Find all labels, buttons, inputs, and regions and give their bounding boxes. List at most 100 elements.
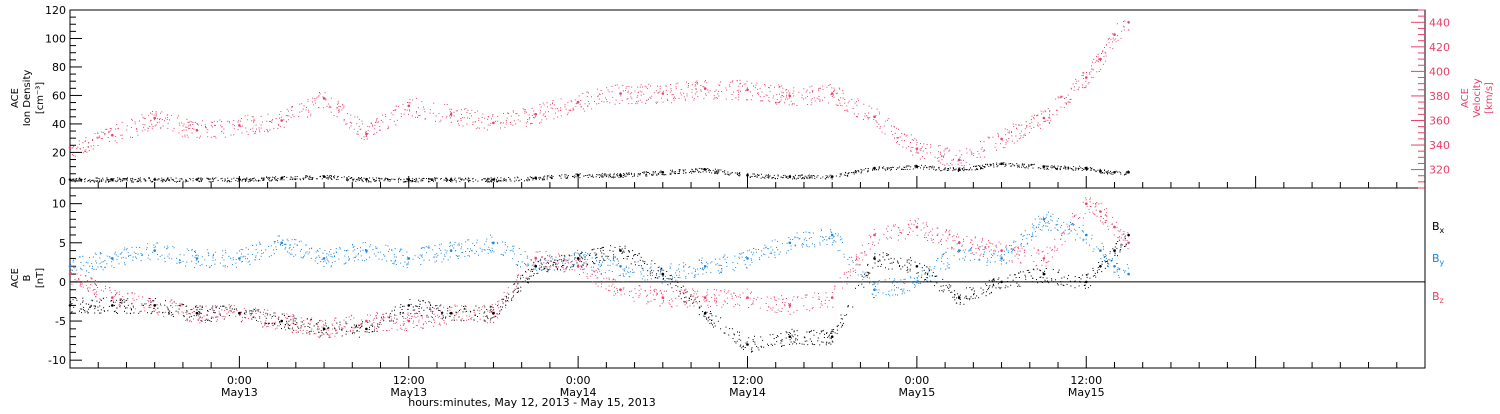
data-dot	[234, 305, 235, 306]
data-dot	[540, 104, 541, 105]
data-dot	[115, 136, 116, 137]
data-dot	[374, 125, 375, 126]
data-dot	[1112, 172, 1113, 173]
data-dot	[1071, 224, 1072, 225]
data-dot	[382, 115, 383, 116]
data-dot	[586, 261, 587, 262]
data-dot	[929, 266, 930, 267]
data-dot	[429, 178, 430, 179]
data-dot	[338, 110, 339, 111]
data-dot	[857, 98, 858, 99]
data-dot	[422, 178, 423, 179]
data-dot	[838, 250, 839, 251]
data-dot	[412, 178, 413, 179]
top-y2tick-label: 380	[1429, 90, 1450, 103]
data-dot	[825, 300, 826, 301]
data-dot	[995, 251, 996, 252]
data-dot	[105, 180, 106, 181]
data-dot	[142, 254, 143, 255]
data-dot	[356, 179, 357, 180]
data-dot	[1026, 121, 1027, 122]
data-dot	[807, 104, 808, 105]
data-dot	[366, 252, 367, 253]
data-dot	[673, 98, 674, 99]
data-dot	[481, 309, 482, 310]
data-dot	[1060, 96, 1061, 97]
data-dot	[308, 178, 309, 179]
data-dot	[535, 260, 536, 261]
data-dot	[606, 99, 607, 100]
data-dot	[1062, 244, 1063, 245]
data-dot	[727, 257, 728, 258]
data-dot	[679, 271, 680, 272]
data-dot	[111, 266, 112, 267]
data-dot	[477, 181, 478, 182]
data-dot	[772, 178, 773, 179]
data-dot	[1065, 167, 1066, 168]
data-dot	[671, 88, 672, 89]
data-dot	[119, 304, 120, 305]
data-dot	[696, 169, 697, 170]
data-dot	[820, 244, 821, 245]
data-dot	[714, 173, 715, 174]
data-dot	[693, 268, 694, 269]
data-dot	[844, 254, 845, 255]
data-dot	[976, 166, 977, 167]
data-dot	[173, 130, 174, 131]
data-dot	[492, 250, 493, 251]
data-dot	[284, 176, 285, 177]
data-dot	[318, 251, 319, 252]
data-dot	[236, 178, 237, 179]
data-dot	[574, 175, 575, 176]
data-dot	[671, 263, 672, 264]
data-dot	[225, 178, 226, 179]
data-dot	[637, 87, 638, 88]
data-dot	[242, 249, 243, 250]
data-dot	[814, 244, 815, 245]
data-dot	[750, 91, 751, 92]
data-dot	[111, 258, 112, 259]
data-dot	[87, 288, 88, 289]
data-dot	[757, 174, 758, 175]
data-dot	[830, 229, 831, 230]
data-dot	[89, 179, 90, 180]
data-dot	[446, 324, 447, 325]
data-dot	[212, 178, 213, 179]
data-dot	[372, 125, 373, 126]
data-dot	[456, 182, 457, 183]
data-dot	[1013, 249, 1014, 250]
data-dot	[910, 220, 911, 221]
data-dot	[867, 277, 868, 278]
data-dot	[1016, 128, 1017, 129]
data-dot	[525, 251, 526, 252]
data-dot	[261, 250, 262, 251]
data-dot	[827, 244, 828, 245]
data-dot	[655, 172, 656, 173]
data-dot	[282, 245, 283, 246]
data-dot	[364, 178, 365, 179]
data-dot	[1024, 167, 1025, 168]
data-dot	[310, 115, 311, 116]
data-dot	[288, 240, 289, 241]
data-dot	[483, 178, 484, 179]
data-dot	[135, 257, 136, 258]
data-dot	[1032, 233, 1033, 234]
data-dot	[790, 307, 791, 308]
data-dot	[980, 157, 981, 158]
data-dot	[505, 307, 506, 308]
data-dot	[911, 282, 912, 283]
data-dot	[1075, 230, 1076, 231]
data-dot	[308, 99, 309, 100]
data-dot	[196, 263, 197, 264]
data-dot	[491, 242, 492, 243]
data-dot	[978, 165, 979, 166]
data-dot	[841, 239, 842, 240]
data-dot	[685, 304, 686, 305]
data-dot	[565, 268, 566, 269]
data-dot	[176, 178, 177, 179]
data-dot	[738, 86, 739, 87]
data-dot	[337, 107, 338, 108]
data-dot	[751, 83, 752, 84]
data-dot	[212, 126, 213, 127]
